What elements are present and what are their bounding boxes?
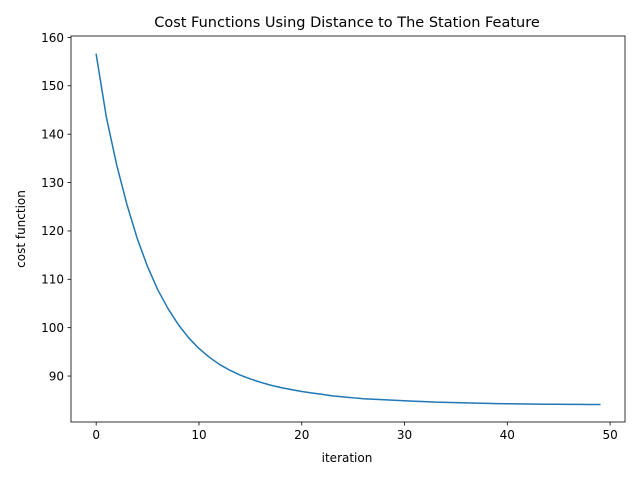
x-axis-label: iteration	[322, 451, 373, 465]
y-axis-label: cost function	[14, 190, 28, 268]
chart-title: Cost Functions Using Distance to The Sta…	[154, 15, 540, 31]
y-tick-label: 120	[41, 224, 64, 238]
x-tick-label: 40	[500, 428, 515, 442]
x-tick-label: 0	[92, 428, 100, 442]
x-axis: 0 10 20 30 40 50	[92, 422, 618, 442]
y-tick-label: 130	[41, 176, 64, 190]
y-axis: 90 100 110 120 130 140 150 160	[41, 31, 71, 383]
y-tick-label: 150	[41, 79, 64, 93]
x-tick-label: 10	[191, 428, 206, 442]
y-tick-label: 90	[49, 369, 64, 383]
y-tick-label: 140	[41, 127, 64, 141]
axes-frame	[70, 35, 626, 423]
y-tick-label: 110	[41, 273, 64, 287]
x-tick-label: 50	[602, 428, 617, 442]
x-tick-label: 20	[294, 428, 309, 442]
plot-area	[70, 35, 626, 423]
y-tick-label: 160	[41, 31, 64, 45]
y-tick-label: 100	[41, 321, 64, 335]
series-line-0	[95, 53, 601, 406]
x-tick-label: 30	[397, 428, 412, 442]
